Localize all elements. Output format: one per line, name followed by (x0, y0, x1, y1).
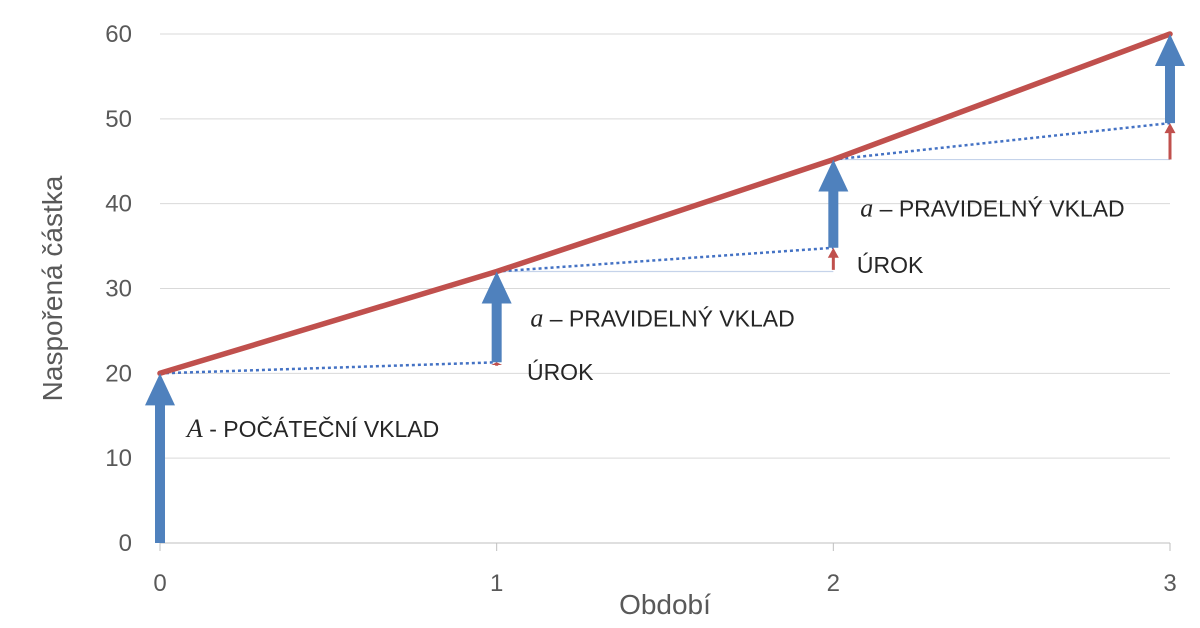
gridlines (159, 33, 1171, 551)
annotation-text: ÚROK (527, 359, 594, 385)
x-tick-label: 3 (1163, 570, 1176, 597)
y-axis-title: Naspořená částka (37, 175, 68, 401)
annotation-variable: a (860, 193, 873, 222)
series-line (157, 31, 1173, 377)
interest-helper-line (496, 246, 834, 273)
interest-helper-line (159, 361, 497, 375)
deposit-arrow (145, 373, 175, 543)
annotation-label: A - POČÁTEČNÍ VKLAD (185, 414, 439, 443)
deposit-arrow (1155, 34, 1185, 124)
annotation-text: - POČÁTEČNÍ VKLAD (203, 415, 439, 442)
annotation-label: ÚROK (527, 359, 594, 385)
tick-labels: 0 10 20 30 40 50 60 0 1 2 3 (105, 21, 1176, 597)
y-tick-label: 40 (105, 191, 132, 218)
y-tick-label: 50 (105, 106, 132, 133)
deposit-arrow (818, 159, 849, 248)
x-tick-label: 1 (490, 570, 503, 597)
annotation-label: a – PRAVIDELNÝ VKLAD (860, 193, 1124, 222)
helper-lines (159, 121, 1171, 375)
arrows (145, 34, 1185, 543)
y-tick-label: 0 (119, 530, 132, 557)
annotation-variable: A (185, 414, 203, 443)
annotation-label: ÚROK (857, 252, 924, 278)
annotation-label: a – PRAVIDELNÝ VKLAD (530, 304, 794, 333)
interest-arrow (827, 247, 839, 270)
annotation-text: – PRAVIDELNÝ VKLAD (543, 306, 794, 332)
y-tick-label: 30 (105, 276, 132, 303)
y-tick-label: 10 (105, 445, 132, 472)
interest-arrow (491, 362, 503, 366)
annotation-variable: a (530, 304, 543, 333)
annotations: A - POČÁTEČNÍ VKLAD a – PRAVIDELNÝ VKLAD Ú… (185, 193, 1125, 443)
x-tick-label: 2 (827, 570, 840, 597)
interest-helper-line (833, 121, 1171, 161)
annotation-text: ÚROK (857, 252, 924, 278)
interest-arrow (1164, 123, 1176, 160)
annotation-text: – PRAVIDELNÝ VKLAD (873, 195, 1124, 221)
y-tick-label: 60 (105, 21, 132, 48)
x-tick-label: 0 (153, 570, 166, 597)
deposit-arrow (481, 271, 512, 363)
y-tick-label: 20 (105, 360, 132, 387)
x-axis-title: Období (619, 589, 711, 620)
series-line-path (157, 31, 1173, 377)
